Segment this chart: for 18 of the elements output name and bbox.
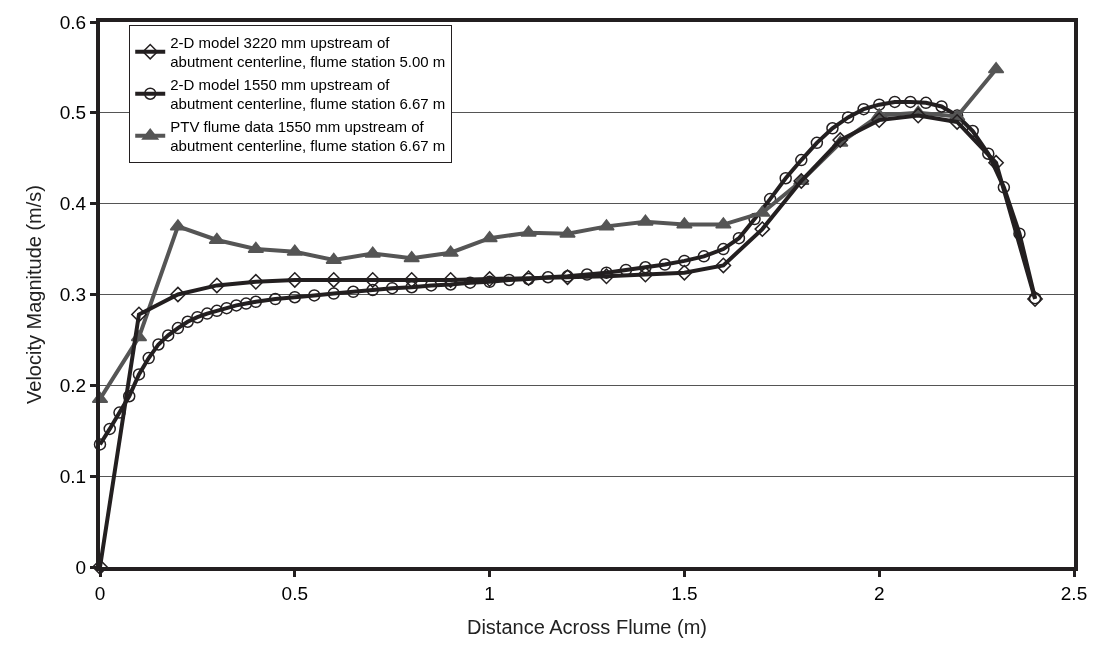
legend-label: 2-D model 1550 mm upstream of abutment centerline, flume station 6.67 m <box>170 75 446 113</box>
y-tick-label: 0.2 <box>59 374 87 396</box>
y-tick-label: 0.4 <box>59 193 87 215</box>
y-tick-label: 0 <box>75 556 87 578</box>
x-tick-label: 2.5 <box>1060 582 1088 604</box>
y-axis-title: Velocity Magnitude (m/s) <box>22 185 45 404</box>
y-tick-label: 0.1 <box>59 465 87 487</box>
y-tick-label: 0.3 <box>59 284 87 306</box>
x-tick-label: 1 <box>484 582 495 604</box>
x-tick-label: 0.5 <box>281 582 309 604</box>
legend-label: PTV flume data 1550 mm upstream of abutment centerline, flume station 6.67 m <box>170 117 446 155</box>
x-axis-title: Distance Across Flume (m) <box>466 615 708 638</box>
y-tick-label: 0.6 <box>59 11 87 33</box>
x-tick-label: 1.5 <box>671 582 698 604</box>
x-tick-label: 0 <box>94 582 106 604</box>
x-tick-label: 2 <box>873 582 885 604</box>
legend-label: 2-D model 3220 mm upstream of abutment centerline, flume station 5.00 m <box>170 33 446 71</box>
y-tick-label: 0.5 <box>59 102 87 124</box>
